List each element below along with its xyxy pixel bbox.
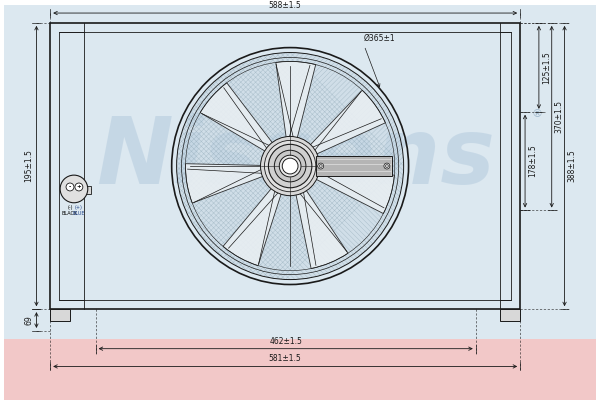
Circle shape	[385, 164, 388, 168]
Text: +: +	[77, 184, 81, 190]
Wedge shape	[200, 83, 274, 152]
Text: ®: ®	[532, 109, 542, 119]
Wedge shape	[276, 62, 316, 140]
Text: 581±1.5: 581±1.5	[269, 354, 302, 364]
Text: 125±1.5: 125±1.5	[542, 51, 551, 84]
Circle shape	[260, 136, 320, 196]
Bar	[50, 23, 520, 309]
Bar	[4, 339, 596, 400]
Circle shape	[279, 155, 301, 177]
Text: 178±1.5: 178±1.5	[528, 145, 537, 178]
Bar	[4, 5, 596, 339]
Circle shape	[282, 158, 298, 174]
Circle shape	[265, 140, 316, 192]
Circle shape	[75, 183, 83, 191]
Text: Nissens: Nissens	[95, 113, 494, 203]
Text: 388±1.5: 388±1.5	[568, 150, 577, 182]
Text: (+)
BLUE: (+) BLUE	[73, 205, 85, 216]
Wedge shape	[295, 188, 348, 268]
Circle shape	[176, 52, 404, 280]
Bar	[59, 32, 511, 300]
Text: (-)
BLACK: (-) BLACK	[62, 205, 78, 216]
Circle shape	[318, 163, 323, 169]
Text: 195±1.5: 195±1.5	[25, 150, 34, 182]
Circle shape	[66, 183, 74, 191]
Wedge shape	[308, 90, 385, 155]
Wedge shape	[314, 168, 394, 214]
Circle shape	[268, 144, 312, 188]
Circle shape	[60, 175, 88, 203]
Bar	[50, 309, 70, 321]
Bar	[4, 5, 596, 339]
Wedge shape	[185, 164, 265, 203]
Circle shape	[384, 163, 390, 169]
Wedge shape	[223, 186, 282, 266]
Text: Ø365±1: Ø365±1	[364, 34, 396, 43]
Circle shape	[319, 164, 322, 168]
Circle shape	[274, 150, 306, 182]
Text: 462±1.5: 462±1.5	[269, 337, 302, 346]
Bar	[316, 156, 392, 176]
Bar	[500, 309, 520, 321]
Bar	[61, 186, 91, 194]
Text: 69: 69	[25, 315, 34, 325]
Text: 370±1.5: 370±1.5	[554, 100, 563, 133]
Text: 588±1.5: 588±1.5	[269, 1, 302, 10]
Text: -: -	[69, 184, 71, 190]
